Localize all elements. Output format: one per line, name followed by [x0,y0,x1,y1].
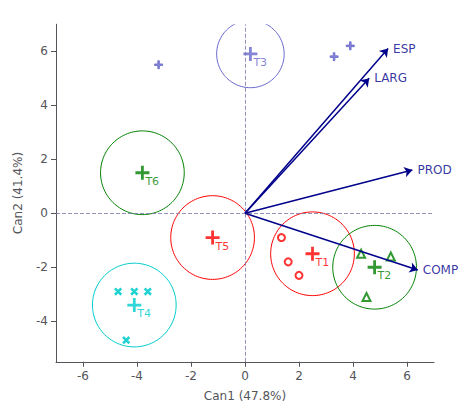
svg-text:ESP: ESP [393,42,415,56]
svg-text:PROD: PROD [417,163,451,177]
svg-text:COMP: COMP [423,263,458,277]
svg-text:T2: T2 [377,269,392,282]
svg-text:T1: T1 [315,256,330,269]
svg-text:-6: -6 [77,369,89,383]
svg-text:-2: -2 [185,369,197,383]
svg-text:T3: T3 [252,56,267,69]
svg-text:2: 2 [295,369,303,383]
svg-text:0: 0 [241,369,249,383]
svg-text:-2: -2 [36,260,48,274]
svg-text:T5: T5 [215,240,230,253]
svg-text:Can1 (47.8%): Can1 (47.8%) [204,389,286,403]
svg-text:4: 4 [349,369,357,383]
svg-text:LARG: LARG [374,71,407,85]
svg-text:6: 6 [403,369,411,383]
svg-text:4: 4 [40,98,48,112]
svg-text:6: 6 [40,44,48,58]
svg-text:0: 0 [40,206,48,220]
svg-text:-4: -4 [131,369,143,383]
svg-text:-4: -4 [36,314,48,328]
svg-text:Can2 (41.4%): Can2 (41.4%) [11,152,25,234]
svg-text:2: 2 [40,152,48,166]
svg-text:T4: T4 [136,307,151,320]
svg-text:T6: T6 [144,175,159,188]
